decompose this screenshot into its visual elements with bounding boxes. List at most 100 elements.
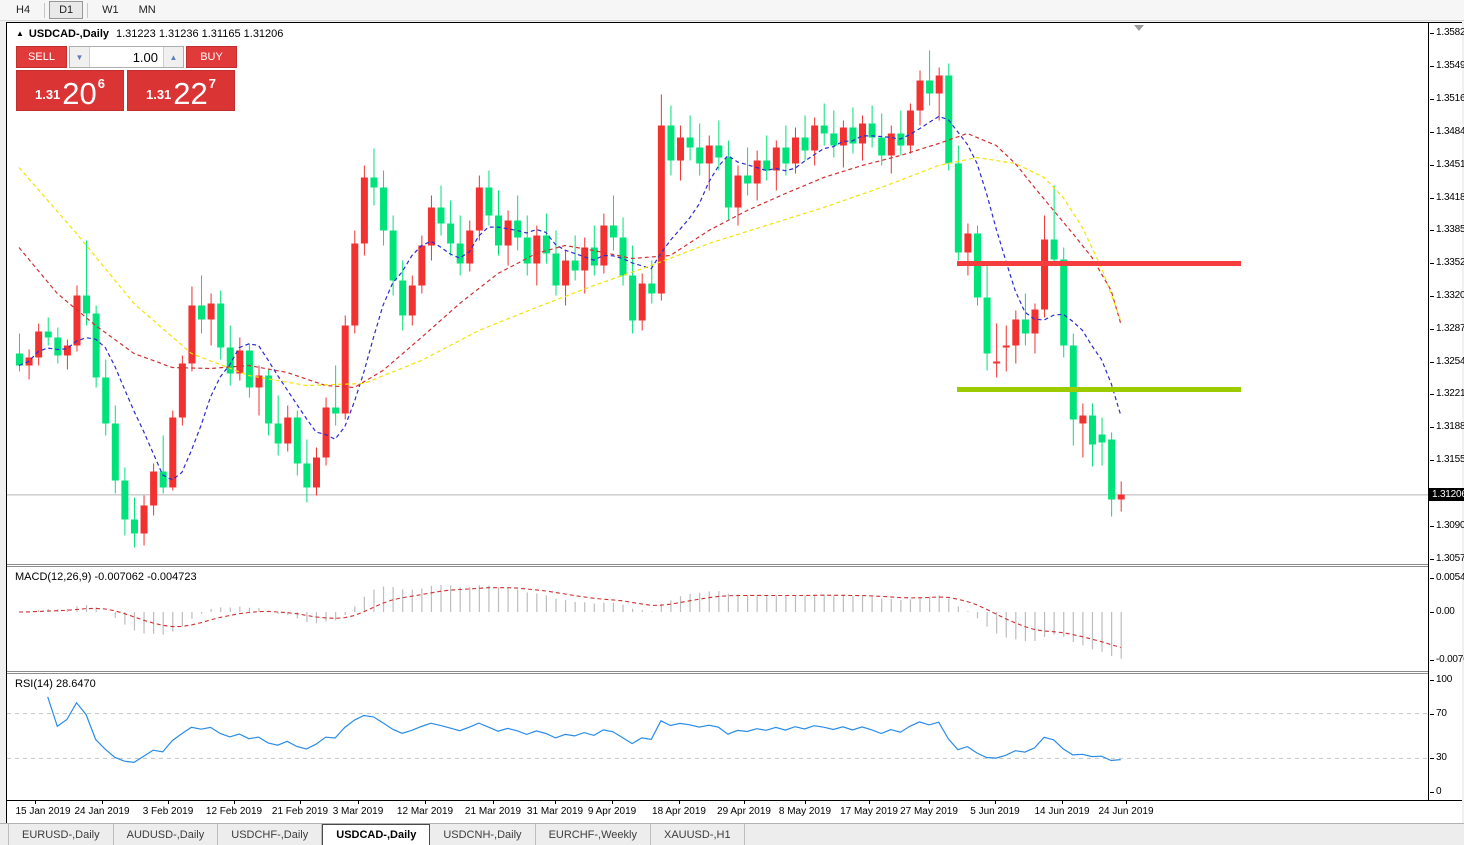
candle [983, 263, 991, 371]
chart-tab-usdchf-daily[interactable]: USDCHF-,Daily [218, 824, 323, 845]
candle [437, 185, 445, 236]
volume-spinner: ▼ ▲ [69, 46, 184, 68]
candle [1002, 325, 1010, 372]
volume-decrease-button[interactable]: ▼ [70, 47, 90, 67]
timeframe-button-h4[interactable]: H4 [16, 4, 31, 16]
collapse-trade-panel-icon[interactable]: ▲ [16, 29, 24, 38]
date-label: 17 May 2019 [840, 806, 898, 817]
candle [763, 135, 771, 181]
candle [1088, 403, 1096, 467]
macd-histogram [28, 584, 1122, 659]
buy-button[interactable]: BUY [186, 46, 237, 68]
candle [657, 94, 665, 301]
candle [686, 115, 694, 161]
candle [92, 305, 100, 388]
candle [312, 447, 320, 496]
volume-input[interactable] [90, 47, 163, 67]
price-tick-label: 1.32870 [1430, 323, 1464, 334]
date-axis[interactable]: 15 Jan 2019 24 Jan 2019 3 Feb 2019 12 Feb 2… [7, 800, 1462, 823]
candle [121, 467, 129, 536]
buy-price-pip: 7 [208, 76, 217, 91]
date-label: 12 Mar 2019 [396, 806, 454, 817]
date-label: 14 Jun 2019 [1034, 806, 1090, 817]
candle [552, 230, 560, 296]
chart-tab-usdcnh-daily[interactable]: USDCNH-,Daily [430, 824, 536, 845]
macd-signal-line [18, 587, 1121, 649]
candle [916, 70, 924, 126]
rsi-tick-label: 30 [1430, 752, 1447, 764]
price-tick-label: 1.32215 [1430, 388, 1464, 399]
candle [533, 225, 541, 286]
candle [562, 250, 570, 306]
date-tick [1062, 801, 1063, 804]
candle [389, 215, 397, 296]
macd-panel-splitter[interactable] [7, 564, 1462, 567]
price-tick-label: 1.34180 [1430, 192, 1464, 203]
candle [150, 463, 158, 516]
timeframe-button-mn[interactable]: MN [138, 4, 156, 16]
price-tick-label: 1.31885 [1430, 421, 1464, 432]
candle [341, 315, 349, 420]
date-tick [493, 801, 494, 804]
macd-indicator-chart[interactable] [7, 567, 1428, 671]
buy-price-display[interactable]: 1.31 22 7 [127, 70, 235, 111]
ohlc-quote-values: 1.31223 1.31236 1.31165 1.31206 [116, 28, 284, 40]
candle [130, 497, 138, 548]
candle [322, 397, 330, 466]
chart-tab-audusd-daily[interactable]: AUDUSD-,Daily [114, 824, 219, 845]
ma-fast-line [18, 115, 1122, 481]
chart-shift-marker-icon[interactable] [1134, 25, 1144, 31]
macd-tick-label: 0.005421 [1429, 572, 1464, 583]
candle [1117, 481, 1125, 512]
candle [303, 439, 311, 503]
chart-window[interactable]: ▲ USDCAD-,Daily 1.31223 1.31236 1.31165 1.… [6, 22, 1464, 823]
candle [638, 273, 646, 331]
date-label: 24 Jan 2019 [74, 806, 130, 817]
sell-price-display[interactable]: 1.31 20 6 [16, 70, 124, 111]
resistance-line[interactable] [957, 261, 1241, 266]
candle [284, 405, 292, 452]
candle [590, 225, 598, 276]
candle [207, 293, 215, 346]
current-price-badge: 1.31206 [1429, 487, 1464, 501]
timeframe-button-d1[interactable]: D1 [49, 1, 84, 19]
price-tick-label: 1.30570 [1430, 553, 1464, 564]
price-tick-label: 1.32540 [1430, 356, 1464, 367]
candle [178, 355, 186, 426]
sell-price-pip: 6 [97, 76, 106, 91]
candle [667, 105, 675, 176]
candle [370, 148, 378, 206]
candle [1050, 185, 1058, 266]
timeframe-button-w1[interactable]: W1 [102, 4, 119, 16]
candle [801, 115, 809, 161]
candle [715, 120, 723, 171]
candle [849, 107, 857, 154]
candle [677, 125, 685, 181]
support-line[interactable] [957, 387, 1241, 392]
volume-increase-button[interactable]: ▲ [163, 47, 183, 67]
price-tick-label: 1.30900 [1430, 520, 1464, 531]
rsi-tick-label: 70 [1430, 707, 1447, 719]
candle [217, 290, 225, 360]
candle [83, 240, 91, 326]
chart-tab-eurusd-daily[interactable]: EURUSD-,Daily [8, 824, 114, 845]
chart-tab-usdcad-daily[interactable]: USDCAD-,Daily [322, 824, 431, 845]
price-tick-label: 1.35825 [1430, 27, 1464, 38]
sell-button[interactable]: SELL [16, 46, 67, 68]
rsi-indicator-chart[interactable] [7, 674, 1428, 798]
candle [609, 195, 617, 251]
candle [1098, 417, 1106, 466]
date-label: 12 Feb 2019 [205, 806, 263, 817]
buy-price-prefix: 1.31 [145, 87, 172, 102]
date-label: 18 Apr 2019 [652, 806, 706, 817]
timeframe-toolbar: H4 D1 W1 MN [0, 0, 1464, 21]
candle [945, 63, 953, 171]
chart-tab-xauusd-h1[interactable]: XAUUSD-,H1 [651, 824, 745, 845]
price-axis[interactable]: 1.35825 1.35495 1.35165 1.34840 1.34510 1.341… [1429, 23, 1464, 800]
chart-tab-eurchf-weekly[interactable]: EURCHF-,Weekly [536, 824, 651, 845]
candle [159, 435, 167, 494]
one-click-trade-panel: SELL ▼ ▲ BUY 1.31 20 6 1.31 22 7 [16, 46, 237, 111]
rsi-panel-splitter[interactable] [7, 671, 1462, 674]
price-chart[interactable] [7, 23, 1428, 565]
rsi-tick-label: 100 [1429, 674, 1453, 685]
